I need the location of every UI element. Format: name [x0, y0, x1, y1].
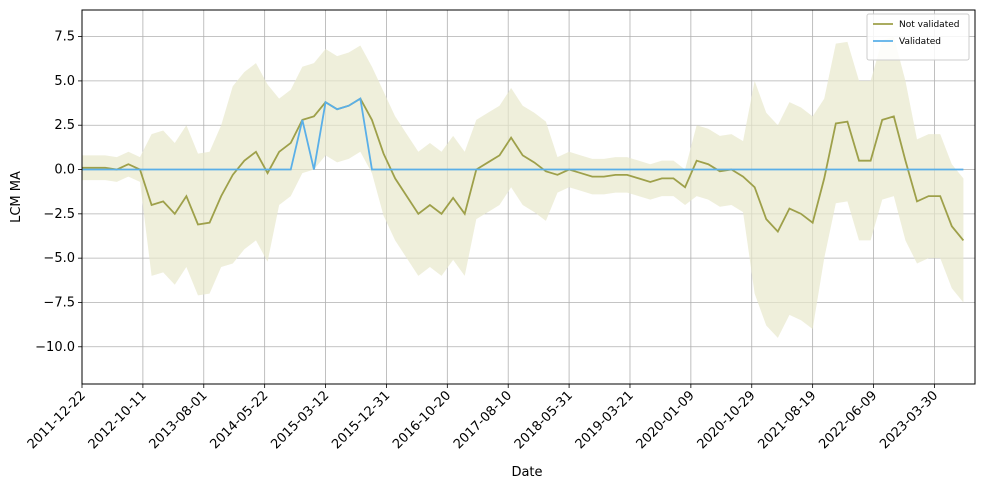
y-tick-label: −10.0 [35, 340, 75, 355]
series-line [82, 97, 965, 241]
x-axis-label: Date [511, 465, 542, 480]
y-axis-label: LCM MA [9, 171, 24, 223]
y-tick-label: −2.5 [43, 207, 75, 222]
x-tick-label: 2016-10-20 [390, 388, 454, 452]
legend-box [866, 13, 970, 61]
x-tick-label: 2014-05-22 [207, 388, 271, 452]
x-tick-label: 2015-12-31 [329, 388, 393, 452]
y-tick-label: −5.0 [43, 251, 75, 266]
x-tick-label: 2012-10-11 [86, 388, 150, 452]
x-tick-label: 2015-03-12 [268, 388, 332, 452]
y-tick-label: 7.5 [54, 30, 75, 45]
legend-label: Validated [899, 37, 941, 47]
series-line [82, 97, 964, 171]
x-tick-label: 2019-03-21 [573, 388, 637, 452]
x-tick-label: 2013-08-01 [147, 388, 211, 452]
x-tick-label: 2018-05-31 [512, 388, 576, 452]
legend-label: Not validated [899, 20, 959, 30]
y-tick-label: 2.5 [54, 118, 75, 133]
plot-frame [81, 9, 976, 385]
x-tick-label: 2022-06-09 [816, 388, 880, 452]
x-tick-label: 2023-03-30 [877, 388, 941, 452]
confidence-band [82, 36, 964, 338]
x-tick-label: 2017-08-10 [451, 388, 515, 452]
x-tick-label: 2020-10-29 [695, 388, 759, 452]
x-tick-label: 2020-01-09 [634, 388, 698, 452]
legend: Not validated Validated [866, 13, 970, 61]
x-tick-label: 2011-12-22 [25, 388, 89, 452]
x-tick-label: 2021-08-19 [755, 388, 819, 452]
y-tick-label: −7.5 [43, 295, 75, 310]
y-tick-label: 0.0 [54, 163, 75, 178]
y-tick-label: 5.0 [54, 74, 75, 89]
